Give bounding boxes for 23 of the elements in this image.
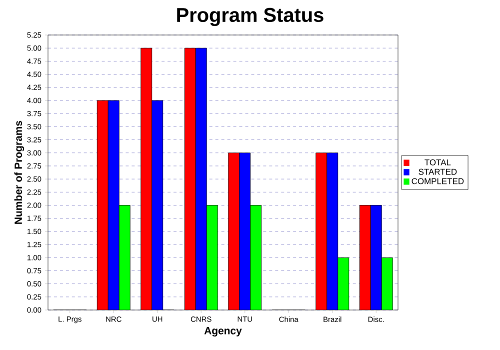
bar — [228, 152, 240, 310]
bar — [206, 205, 218, 310]
y-axis-title: Number of Programs — [14, 120, 24, 224]
bar — [96, 100, 108, 310]
bar — [381, 257, 393, 310]
bar — [152, 100, 164, 310]
bar — [370, 205, 382, 310]
bar — [195, 48, 207, 310]
bar — [184, 48, 196, 310]
chart-title: Program Status — [177, 8, 324, 26]
bar — [338, 257, 350, 310]
bar — [359, 205, 371, 310]
bar — [118, 205, 130, 310]
bar — [250, 205, 262, 310]
bar — [239, 152, 251, 310]
bar — [316, 152, 328, 310]
legend-label: STARTED — [418, 168, 457, 175]
bar — [108, 100, 120, 310]
x-axis-title: Agency — [204, 327, 242, 336]
legend-label: COMPLETED — [412, 178, 464, 184]
legend-label: TOTAL — [424, 159, 451, 166]
bar — [140, 48, 152, 310]
bar — [326, 152, 338, 310]
